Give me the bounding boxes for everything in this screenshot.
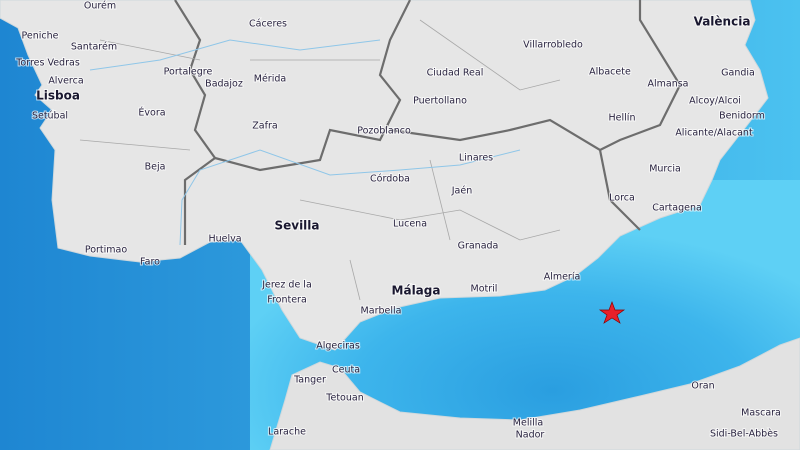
place-label: Alverca	[48, 76, 83, 87]
place-label: Córdoba	[370, 174, 410, 185]
place-label: Frontera	[267, 295, 307, 306]
place-label: Albacete	[589, 67, 631, 78]
place-label: Mascara	[741, 408, 781, 419]
africa-land	[269, 337, 800, 450]
place-label: Motril	[471, 284, 498, 295]
place-label: Portimao	[85, 245, 128, 256]
place-label: Alicante/Alacant	[675, 128, 753, 139]
place-label: Sidi-Bel-Abbès	[710, 429, 778, 440]
place-label: Nador	[516, 430, 545, 441]
place-label: Tanger	[293, 375, 326, 386]
place-label: Tetouan	[325, 393, 363, 404]
place-label: Pozoblanco	[357, 126, 411, 137]
place-label: Cartagena	[652, 203, 702, 214]
place-label: Ourém	[84, 1, 116, 12]
place-label: Puertollano	[413, 96, 467, 107]
place-label: Mérida	[254, 74, 286, 85]
place-label: Ciudad Real	[427, 68, 484, 79]
place-label: Badajoz	[205, 79, 243, 90]
place-label: Torres Vedras	[15, 58, 80, 69]
place-label: Faro	[140, 257, 160, 268]
place-label: Granada	[458, 241, 499, 252]
place-label: Setúbal	[32, 111, 68, 122]
place-label: Évora	[138, 107, 165, 119]
place-label: Santarém	[71, 42, 117, 53]
place-label: Beja	[145, 162, 166, 173]
place-label: Ceuta	[332, 365, 360, 376]
place-label: Melilla	[513, 418, 543, 429]
place-label: Huelva	[208, 234, 241, 245]
place-label: Sevilla	[274, 219, 319, 233]
place-label: Algeciras	[316, 341, 360, 352]
place-label: Alcoy/Alcoi	[689, 96, 741, 107]
place-label: Lucena	[393, 219, 427, 230]
place-label: Zafra	[252, 121, 277, 132]
place-label: Portalegre	[164, 67, 213, 78]
place-label: Almansa	[647, 79, 688, 90]
place-label: València	[694, 15, 751, 29]
iberia-land	[0, 0, 769, 351]
place-label: Marbella	[361, 306, 402, 317]
place-label: Oran	[691, 381, 714, 392]
place-label: Jaén	[451, 186, 473, 197]
place-label: Jerez de la	[261, 280, 312, 291]
place-label: Murcia	[649, 164, 681, 175]
pt-es-border	[174, 0, 217, 245]
region-border	[214, 0, 411, 172]
region-border	[598, 149, 641, 231]
place-label: Peniche	[22, 31, 59, 42]
place-label: Cáceres	[249, 19, 287, 30]
river	[89, 39, 381, 71]
place-label: Hellín	[609, 113, 636, 124]
place-label: Lisboa	[36, 89, 80, 103]
river	[179, 149, 521, 246]
place-label: Benidorm	[719, 111, 765, 122]
place-label: Málaga	[392, 284, 441, 298]
place-label: Villarrobledo	[523, 40, 583, 51]
region-border	[389, 0, 682, 152]
place-label: Linares	[459, 153, 493, 164]
epicenter-star	[598, 301, 626, 324]
place-label: Almería	[544, 272, 581, 283]
province-line	[79, 19, 561, 301]
place-label: Gandia	[721, 68, 755, 79]
place-label: Lorca	[609, 193, 635, 204]
place-label: Larache	[268, 427, 306, 438]
